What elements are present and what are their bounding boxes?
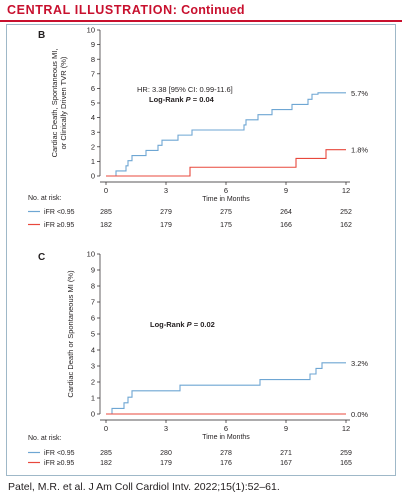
logrank-prefix: Log-Rank [149,95,186,104]
x-tick-label: 6 [224,424,228,433]
at-risk-value: 179 [160,222,172,229]
at-risk-value: 175 [220,222,232,229]
km-curve-series-1 [106,362,346,415]
at-risk-value: 280 [160,450,172,457]
end-value-label: 3.2% [351,359,368,368]
x-tick-label: 12 [342,424,350,433]
header-prefix: CENTRAL ILLUSTRATION: [7,3,178,17]
y-tick-label: 6 [91,314,95,323]
figure-frame [6,24,396,476]
y-tick-label: 0 [91,172,95,181]
at-risk-value: 285 [100,209,112,216]
at-risk-value: 285 [100,450,112,457]
header-suffix: Continued [181,3,245,17]
x-tick-label: 0 [104,424,108,433]
logrank-text: Log-Rank P = 0.04 [149,95,215,104]
y-tick-label: 4 [91,113,95,122]
y-tick-label: 2 [91,378,95,387]
logrank-value: = 0.04 [191,95,215,104]
y-tick-label: 5 [91,330,95,339]
y-tick-label: 8 [91,55,95,64]
hazard-ratio-text: HR: 3.38 [95% CI: 0.99-11.6] [137,85,233,94]
at-risk-group-label: iFR ≥0.95 [44,460,74,467]
at-risk-title: No. at risk: [28,195,62,202]
y-tick-label: 10 [87,250,95,259]
y-tick-label: 10 [87,26,95,35]
km-curve-series-2 [106,149,346,177]
at-risk-value: 279 [160,209,172,216]
at-risk-value: 271 [280,450,292,457]
x-axis-label: Time in Months [202,434,250,441]
at-risk-value: 165 [340,460,352,467]
logrank-value: = 0.02 [192,320,215,329]
at-risk-value: 264 [280,209,292,216]
at-risk-value: 182 [100,460,112,467]
at-risk-group-label: iFR <0.95 [44,450,75,457]
x-axis-label: Time in Months [202,196,250,203]
panel-label: B [38,30,45,41]
y-tick-label: 7 [91,69,95,78]
at-risk-value: 179 [160,460,172,467]
at-risk-value: 166 [280,222,292,229]
x-tick-label: 0 [104,186,108,195]
logrank-text: Log-Rank P = 0.02 [150,320,215,329]
x-tick-label: 3 [164,424,168,433]
y-tick-label: 7 [91,298,95,307]
y-axis-label: Cardiac Death or Spontaneous MI (%) [66,270,75,398]
end-value-label: 1.8% [351,146,368,155]
y-tick-label: 9 [91,266,95,275]
y-tick-label: 1 [91,157,95,166]
end-value-label: 0.0% [351,410,368,419]
y-tick-label: 3 [91,362,95,371]
logrank-prefix: Log-Rank [150,320,187,329]
panel-label: C [38,252,45,263]
y-tick-label: 0 [91,410,95,419]
at-risk-value: 259 [340,450,352,457]
at-risk-value: 182 [100,222,112,229]
at-risk-value: 176 [220,460,232,467]
at-risk-value: 278 [220,450,232,457]
illustration-header: CENTRAL ILLUSTRATION: Continued [0,0,402,22]
y-tick-label: 5 [91,99,95,108]
y-tick-label: 1 [91,394,95,403]
at-risk-value: 162 [340,222,352,229]
km-curve-series-1 [106,92,346,177]
y-tick-label: 8 [91,282,95,291]
at-risk-value: 167 [280,460,292,467]
at-risk-value: 275 [220,209,232,216]
header-title: CENTRAL ILLUSTRATION: Continued [7,3,245,17]
logrank-p: P [186,95,192,104]
at-risk-group-label: iFR ≥0.95 [44,222,74,229]
y-tick-label: 6 [91,84,95,93]
x-tick-label: 3 [164,186,168,195]
citation: Patel, M.R. et al. J Am Coll Cardiol Int… [8,481,280,493]
y-tick-label: 2 [91,142,95,151]
at-risk-value: 252 [340,209,352,216]
x-tick-label: 12 [342,186,350,195]
at-risk-group-label: iFR <0.95 [44,209,75,216]
end-value-label: 5.7% [351,89,368,98]
x-tick-label: 9 [284,424,288,433]
x-tick-label: 9 [284,186,288,195]
x-tick-label: 6 [224,186,228,195]
y-tick-label: 3 [91,128,95,137]
y-tick-label: 4 [91,346,95,355]
y-axis-label: or Clinically Driven TVR (%) [59,56,68,149]
at-risk-title: No. at risk: [28,435,62,442]
y-tick-label: 9 [91,40,95,49]
logrank-p: P [187,320,193,329]
y-axis-label: Cardiac Death, Spontaneous MI, [50,49,59,158]
